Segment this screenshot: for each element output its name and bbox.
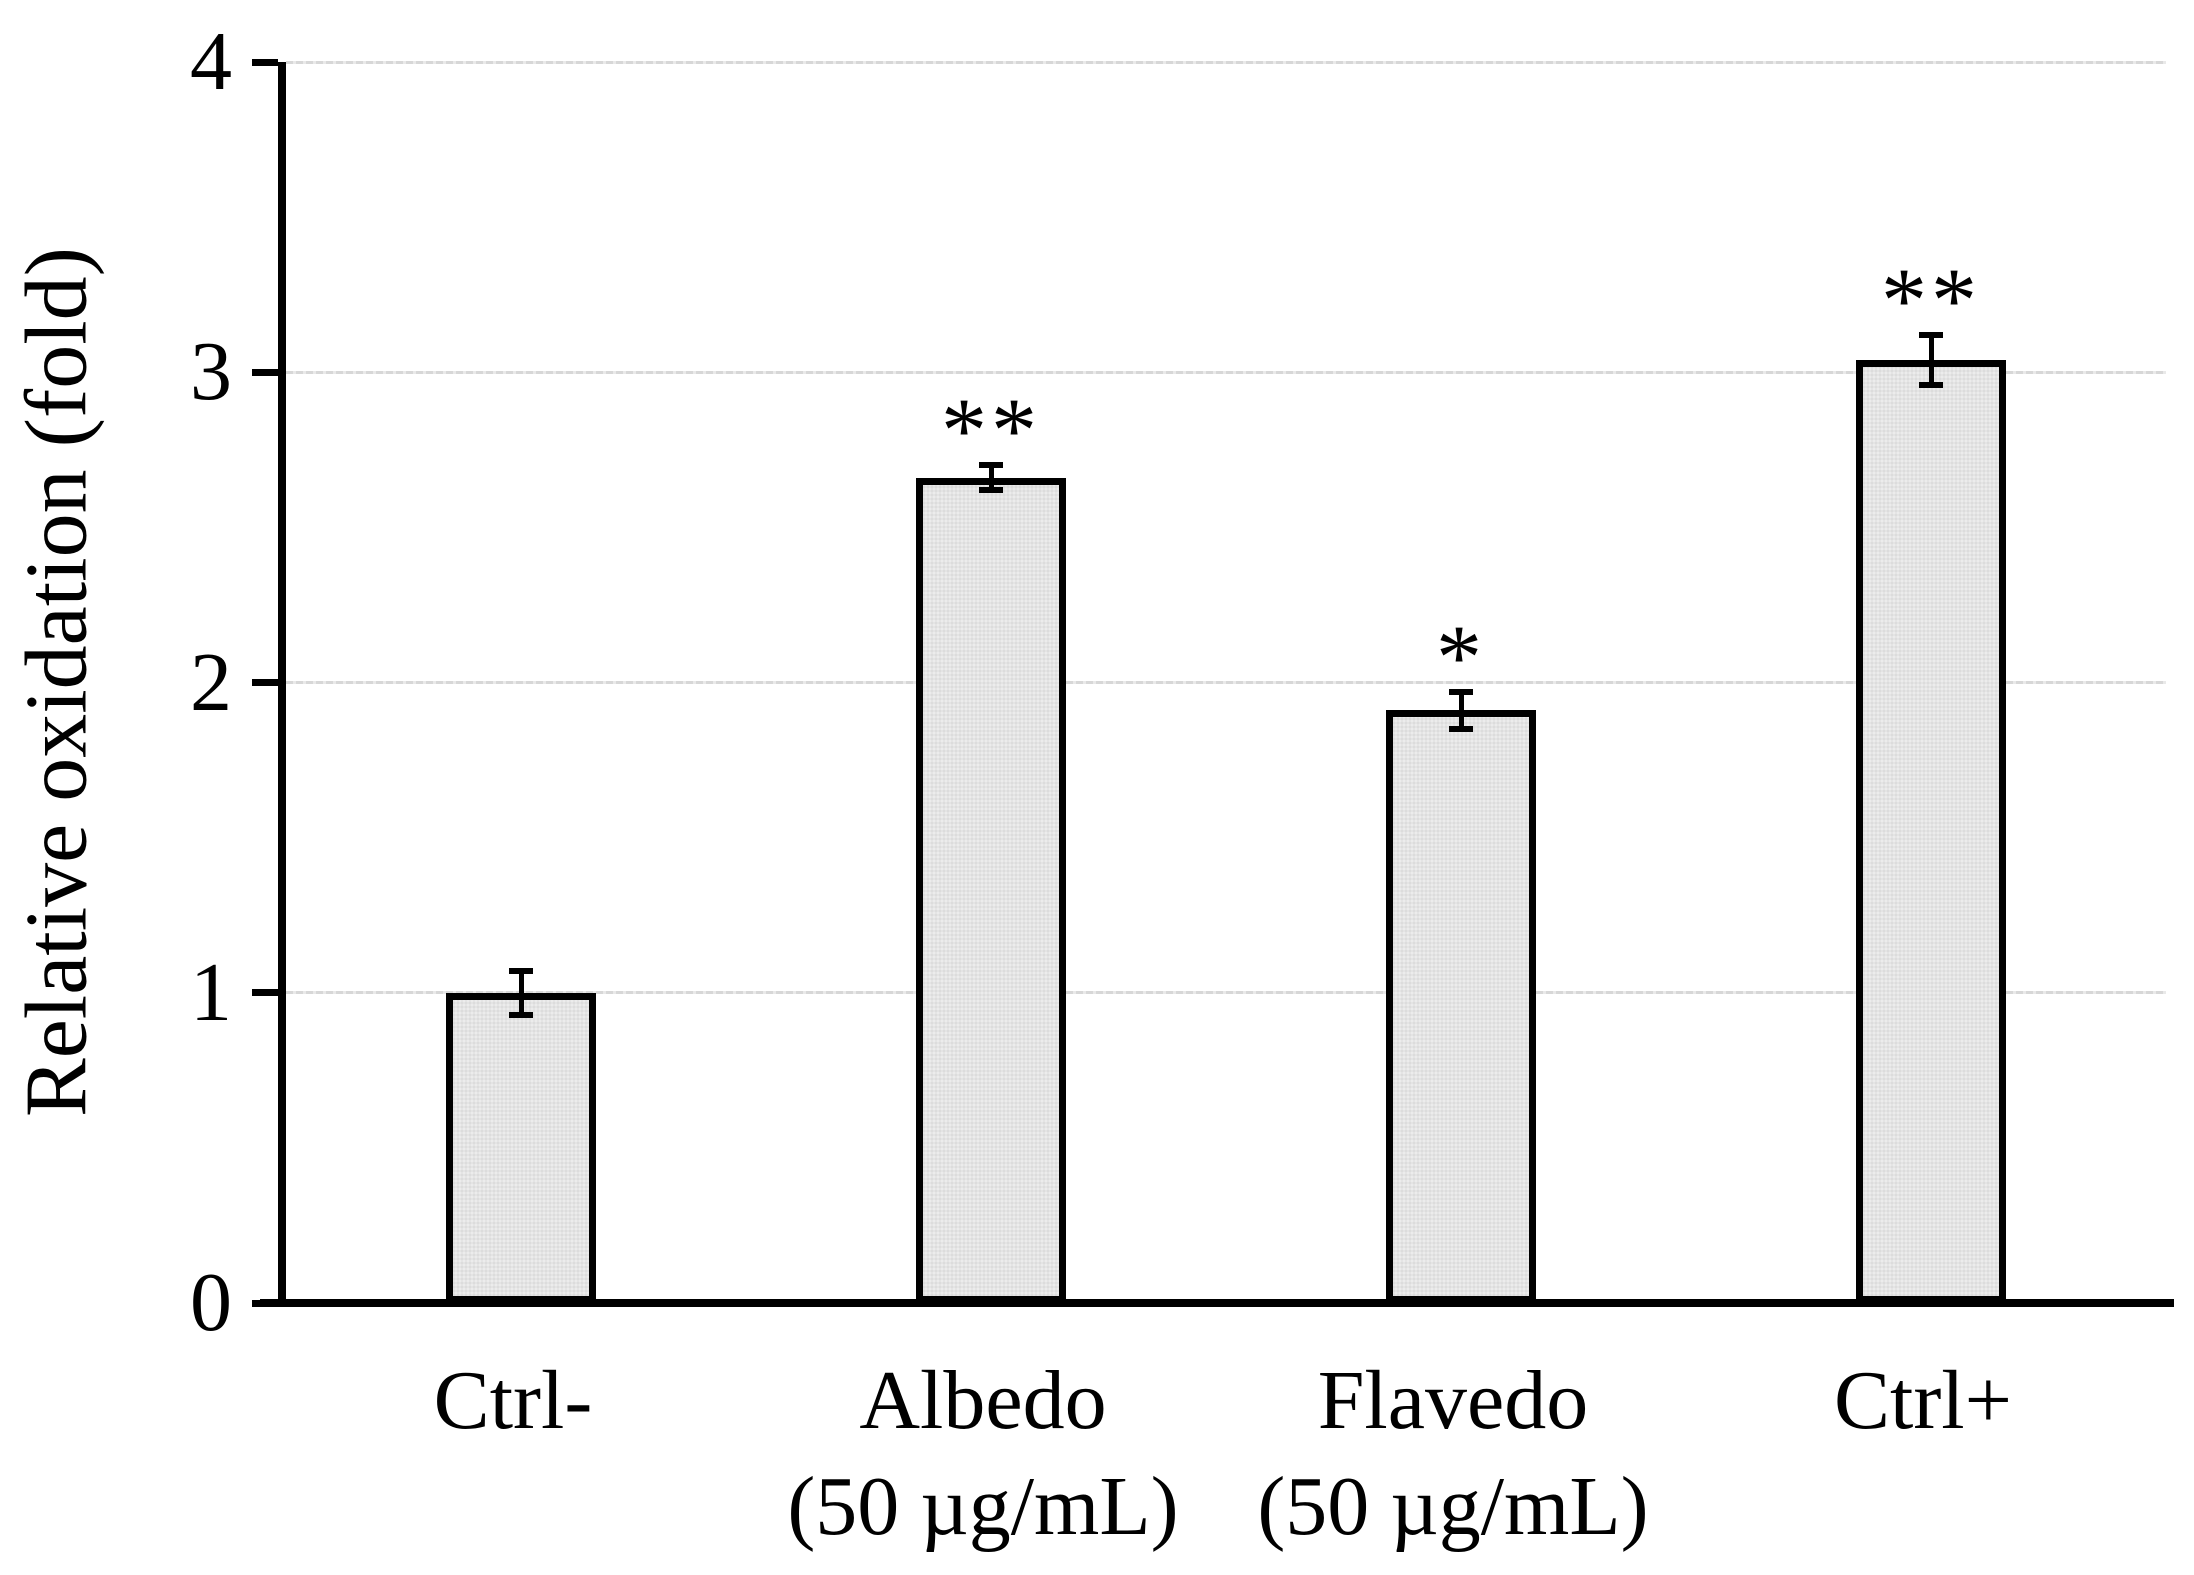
y-axis-tick-mark	[252, 989, 278, 997]
error-bar-cap-top	[1449, 688, 1473, 695]
error-bar	[979, 462, 1003, 494]
category-label-line1: Albedo	[859, 1354, 1107, 1447]
bar-albedo	[916, 477, 1066, 1303]
gridline	[286, 991, 2166, 995]
error-bar-stem	[1928, 331, 1934, 388]
error-bar-stem	[1458, 688, 1464, 733]
plot-area: ** * **	[252, 58, 2174, 1307]
y-axis-tick-label: 3	[190, 325, 232, 419]
y-axis-tick-label: 0	[190, 1256, 232, 1349]
gridline	[286, 681, 2166, 684]
category-label: Flavedo (50 µg/mL)	[1218, 1348, 1688, 1560]
bar-ctrl	[446, 992, 596, 1303]
category-label: Ctrl+	[1688, 1348, 2158, 1560]
y-axis-tick-label: 4	[190, 15, 232, 108]
bar-ctrl	[1856, 359, 2006, 1303]
error-bar-cap-bottom	[1919, 381, 1943, 388]
error-bar-stem	[518, 967, 524, 1018]
category-label-line1: Ctrl-	[433, 1354, 593, 1447]
significance-marker: **	[941, 379, 1041, 482]
error-bar	[509, 967, 533, 1018]
error-bar-cap-top	[509, 967, 533, 974]
error-bar	[1449, 688, 1473, 733]
error-bar	[1919, 331, 1943, 388]
x-axis-category-labels: Ctrl- Albedo (50 µg/mL) Flavedo (50 µg/mL) Ct…	[278, 1348, 2158, 1560]
error-bar-cap-bottom	[1449, 726, 1473, 733]
gridline	[286, 370, 2166, 374]
y-axis-tick-mark	[252, 58, 278, 66]
gridline	[286, 60, 2166, 64]
error-bar-cap-bottom	[509, 1011, 533, 1018]
y-axis-tick-mark	[252, 679, 278, 686]
error-bar-cap-top	[979, 462, 1003, 469]
y-axis-tick-mark	[252, 1299, 278, 1307]
error-bar-cap-top	[1919, 331, 1943, 338]
category-label-line2: (50 µg/mL)	[1257, 1460, 1649, 1553]
error-bar-cap-bottom	[979, 487, 1003, 494]
category-label-line1: Flavedo	[1317, 1354, 1589, 1447]
y-axis-tick-label: 1	[190, 945, 232, 1039]
category-label-line1: Ctrl+	[1833, 1354, 2013, 1447]
category-label: Albedo (50 µg/mL)	[748, 1348, 1218, 1560]
y-axis-tick-label: 2	[190, 635, 232, 729]
y-axis-tick-mark	[252, 368, 278, 376]
bar-flavedo	[1386, 710, 1536, 1303]
significance-marker: *	[1436, 605, 1486, 708]
significance-marker: **	[1881, 248, 1981, 351]
error-bar-stem	[988, 462, 994, 494]
category-label: Ctrl-	[278, 1348, 748, 1560]
category-label-line2: (50 µg/mL)	[787, 1460, 1179, 1553]
x-axis-line	[260, 1299, 2174, 1307]
